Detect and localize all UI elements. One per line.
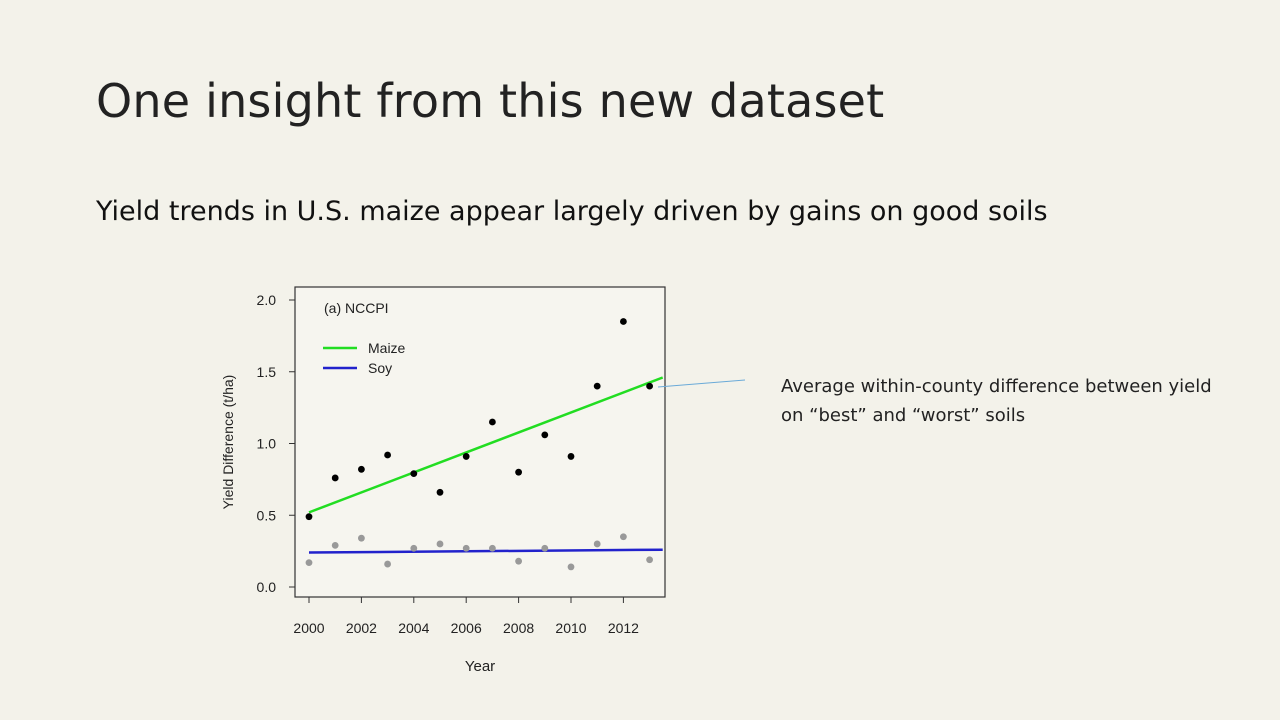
trend-line-soy bbox=[308, 548, 663, 554]
data-point-maize bbox=[331, 474, 339, 482]
panel-label: (a) NCCPI bbox=[324, 300, 389, 316]
data-point-maize bbox=[305, 513, 313, 521]
annotation-text: Average within-county difference between… bbox=[781, 376, 1212, 426]
data-point-soy bbox=[305, 559, 313, 567]
data-point-soy bbox=[541, 544, 549, 552]
data-point-soy bbox=[567, 563, 575, 571]
annotation-pointer-line bbox=[657, 379, 746, 388]
x-tick-label: 2000 bbox=[293, 620, 324, 636]
data-point-soy bbox=[646, 556, 653, 564]
x-tick-label: 2002 bbox=[346, 620, 377, 636]
plot-area bbox=[294, 286, 666, 598]
data-point-maize bbox=[358, 465, 365, 473]
data-point-soy bbox=[515, 557, 522, 565]
data-point-maize bbox=[436, 488, 444, 496]
legend-label-maize: Maize bbox=[368, 340, 406, 356]
data-point-maize bbox=[620, 318, 627, 325]
data-point-soy bbox=[462, 544, 470, 552]
trend-line-maize bbox=[308, 376, 664, 514]
data-point-maize bbox=[646, 382, 653, 390]
data-point-maize bbox=[384, 451, 391, 459]
data-point-maize bbox=[567, 453, 575, 460]
data-point-soy bbox=[384, 560, 391, 568]
data-point-maize bbox=[462, 453, 470, 460]
data-point-soy bbox=[410, 544, 418, 552]
data-point-soy bbox=[331, 541, 339, 549]
data-point-maize bbox=[489, 418, 496, 426]
x-tick-label: 2004 bbox=[398, 620, 429, 636]
y-tick-label: 2.0 bbox=[257, 292, 277, 308]
data-point-maize bbox=[541, 431, 549, 439]
data-point-soy bbox=[489, 544, 496, 552]
x-tick-label: 2008 bbox=[503, 620, 534, 636]
x-tick-label: 2006 bbox=[451, 620, 482, 636]
data-point-soy bbox=[620, 533, 627, 541]
legend-label-soy: Soy bbox=[368, 360, 392, 376]
data-point-maize bbox=[410, 470, 418, 478]
data-point-soy bbox=[358, 534, 365, 542]
y-tick-label: 1.5 bbox=[257, 364, 277, 380]
data-point-maize bbox=[593, 382, 601, 390]
data-point-soy bbox=[436, 540, 444, 548]
data-point-soy bbox=[593, 540, 601, 548]
y-axis-label: Yield Difference (t/ha) bbox=[220, 375, 236, 510]
y-tick-label: 1.0 bbox=[257, 436, 277, 452]
slide-title: One insight from this new dataset bbox=[96, 74, 885, 128]
x-tick-label: 2010 bbox=[555, 620, 586, 636]
x-tick-label: 2012 bbox=[608, 620, 639, 636]
x-axis-label: Year bbox=[465, 658, 495, 675]
data-point-maize bbox=[515, 468, 522, 476]
y-tick-label: 0.0 bbox=[257, 579, 277, 595]
y-tick-label: 0.5 bbox=[257, 507, 277, 523]
slide-subtitle: Yield trends in U.S. maize appear largel… bbox=[96, 196, 1048, 227]
